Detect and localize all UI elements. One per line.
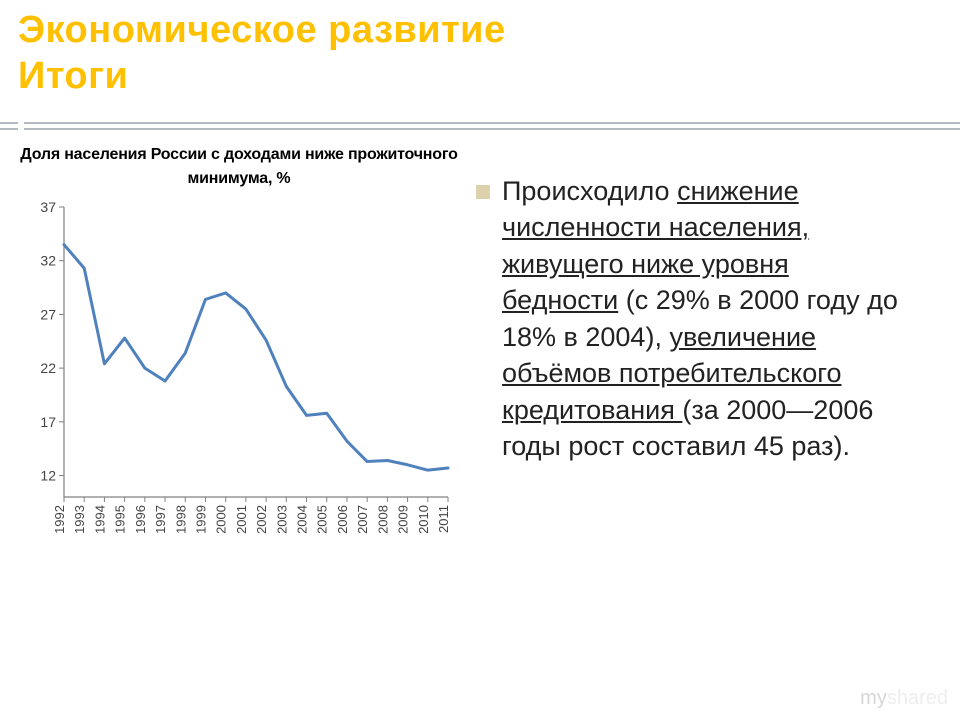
text-column: Происходило снижение численности населен… — [470, 135, 930, 695]
title-line-2: Итоги — [18, 54, 930, 100]
svg-text:1995: 1995 — [113, 505, 128, 534]
title-line-1: Экономическое развитие — [18, 8, 930, 54]
title-underline — [0, 122, 960, 132]
watermark: myshared — [860, 687, 948, 710]
svg-text:2001: 2001 — [234, 505, 249, 534]
svg-text:1994: 1994 — [92, 505, 107, 534]
watermark-part2: shared — [887, 687, 948, 709]
chart-svg: 12 17 22 27 32 37 1992 1993 1994 1995 1996 1997 1998… — [18, 197, 458, 557]
svg-text:2009: 2009 — [396, 505, 411, 534]
chart-column: Доля населения России с доходами ниже пр… — [0, 135, 470, 695]
slide-title: Экономическое развитие Итоги — [18, 8, 930, 99]
svg-text:2004: 2004 — [295, 505, 310, 534]
svg-text:1996: 1996 — [133, 505, 148, 534]
content-row: Доля населения России с доходами ниже пр… — [0, 135, 960, 695]
svg-text:2000: 2000 — [214, 505, 229, 534]
svg-text:2011: 2011 — [436, 505, 451, 533]
svg-text:12: 12 — [40, 468, 56, 484]
svg-text:2008: 2008 — [375, 505, 390, 534]
watermark-part1: my — [860, 687, 887, 709]
svg-text:2005: 2005 — [315, 505, 330, 534]
svg-text:1993: 1993 — [72, 505, 87, 534]
svg-text:22: 22 — [40, 360, 56, 376]
svg-text:1999: 1999 — [193, 505, 208, 534]
bullet-text: Происходило снижение численности населен… — [502, 173, 900, 465]
svg-text:27: 27 — [40, 306, 56, 322]
svg-text:37: 37 — [40, 199, 56, 215]
svg-text:17: 17 — [40, 414, 56, 430]
svg-text:2010: 2010 — [416, 505, 431, 534]
svg-text:2002: 2002 — [254, 505, 269, 534]
bullet-marker-icon — [476, 185, 490, 199]
bullet-item: Происходило снижение численности населен… — [476, 173, 900, 465]
chart-title: Доля населения России с доходами ниже пр… — [18, 143, 460, 191]
svg-text:1997: 1997 — [153, 505, 168, 534]
svg-text:2007: 2007 — [355, 505, 370, 534]
slide: Экономическое развитие Итоги Доля населе… — [0, 0, 960, 720]
svg-text:32: 32 — [40, 253, 56, 269]
svg-text:2006: 2006 — [335, 505, 350, 534]
svg-text:2003: 2003 — [274, 505, 289, 534]
svg-text:1998: 1998 — [173, 505, 188, 534]
poverty-line-chart: 12 17 22 27 32 37 1992 1993 1994 1995 1996 1997 1998… — [18, 197, 460, 557]
svg-text:1992: 1992 — [52, 505, 67, 534]
